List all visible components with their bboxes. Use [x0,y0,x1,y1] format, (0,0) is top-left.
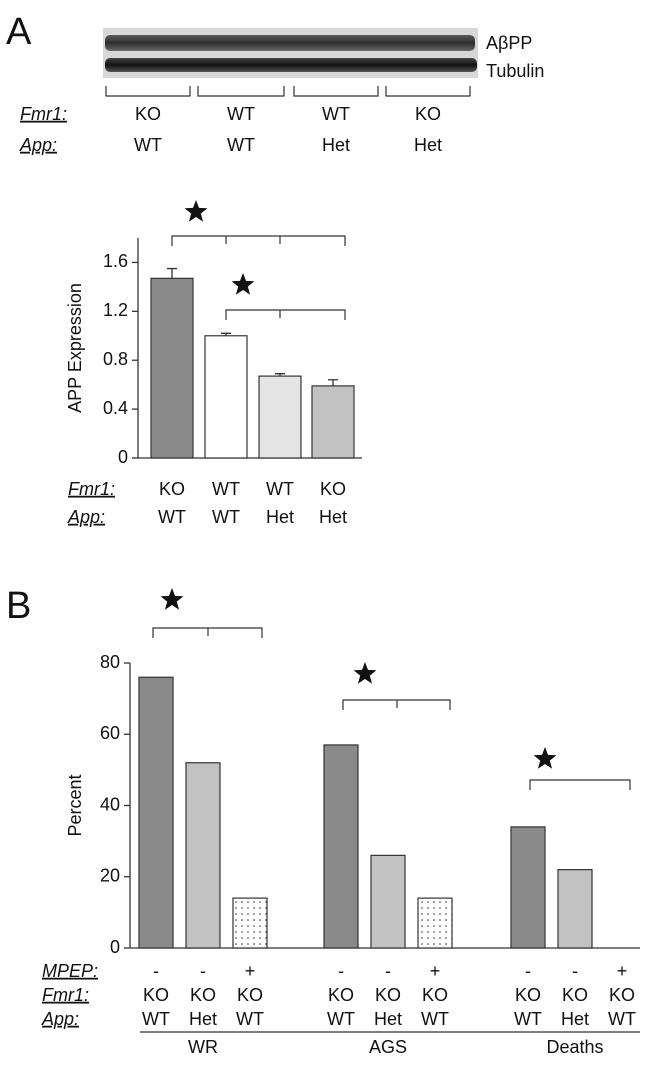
bar [510,826,546,949]
error-bar [221,332,231,336]
bar [138,676,174,949]
group-label: Het [414,135,442,155]
x-tick-label: - [200,961,206,981]
x-tick-label: + [245,961,256,981]
x-tick-label: Het [319,507,347,527]
y-tick-label: 0 [110,937,120,957]
x-tick-label: Het [561,1009,589,1029]
bar [258,375,302,459]
bar [204,335,248,459]
x-tick-label: WT [158,507,186,527]
x-tick-label: Het [266,507,294,527]
band-label: AβPP [486,33,532,53]
row-label: Fmr1: [20,104,67,124]
x-tick-label: KO [375,985,401,1005]
band-label: Tubulin [486,61,544,81]
y-tick-label: 0 [118,447,128,467]
row-label: App: [67,507,105,527]
error-bar [275,373,285,377]
x-tick-label: WT [212,507,240,527]
bar [323,744,359,949]
row-label: MPEP: [42,961,98,981]
x-tick-label: KO [328,985,354,1005]
star [533,747,557,769]
bar [150,277,194,459]
group-label: Het [322,135,350,155]
row-label: Fmr1: [68,479,115,499]
group-label: WT [227,135,255,155]
group-label: WR [188,1037,218,1057]
x-tick-label: Het [374,1009,402,1029]
x-tick-label: - [525,961,531,981]
group-label: KO [415,104,441,124]
row-label: App: [19,135,57,155]
x-tick-label: KO [609,985,635,1005]
bar [185,762,221,949]
x-tick-label: WT [236,1009,264,1029]
x-tick-label: KO [562,985,588,1005]
y-axis-label: Percent [65,774,85,836]
y-tick-label: 0.8 [103,349,128,369]
x-tick-label: KO [515,985,541,1005]
x-tick-label: - [572,961,578,981]
x-tick-label: KO [159,479,185,499]
x-tick-label: + [617,961,628,981]
bar [232,897,268,949]
x-tick-label: - [338,961,344,981]
x-tick-label: WT [327,1009,355,1029]
blot-brackets [105,86,471,97]
stars [160,200,557,769]
bar [417,897,453,949]
y-tick-label: 20 [100,866,120,886]
panel-label: A [6,11,32,53]
group-label: WT [227,104,255,124]
row-label: Fmr1: [42,985,89,1005]
x-tick-label: KO [320,479,346,499]
bar [311,385,355,459]
x-tick-label: WT [514,1009,542,1029]
panel-label: B [6,585,31,627]
group-label: KO [135,104,161,124]
y-axis-label: APP Expression [65,283,85,413]
x-tick-label: + [430,961,441,981]
x-tick-label: WT [212,479,240,499]
group-label: AGS [369,1037,407,1057]
star [231,273,255,295]
group-label: Deaths [546,1037,603,1057]
y-tick-label: 40 [100,794,120,814]
star [353,662,377,684]
x-tick-label: WT [608,1009,636,1029]
y-tick-label: 1.6 [103,251,128,271]
y-tick-label: 60 [100,723,120,743]
western-blot [103,28,478,78]
row-label: App: [41,1009,79,1029]
bar [370,854,406,949]
star [160,588,184,610]
x-tick-label: KO [422,985,448,1005]
x-tick-label: WT [266,479,294,499]
y-tick-label: 1.2 [103,300,128,320]
x-tick-label: KO [190,985,216,1005]
x-tick-label: KO [143,985,169,1005]
significance [152,235,631,790]
error-bar [328,379,338,386]
x-tick-label: KO [237,985,263,1005]
x-tick-label: - [385,961,391,981]
group-label: WT [134,135,162,155]
error-bar [167,267,177,279]
y-tick-label: 0.4 [103,398,128,418]
x-tick-label: WT [142,1009,170,1029]
x-tick-label: - [153,961,159,981]
x-tick-label: Het [189,1009,217,1029]
x-tick-label: WT [421,1009,449,1029]
bar [557,869,593,949]
group-label: WT [322,104,350,124]
y-tick-label: 80 [100,652,120,672]
star [184,200,208,222]
